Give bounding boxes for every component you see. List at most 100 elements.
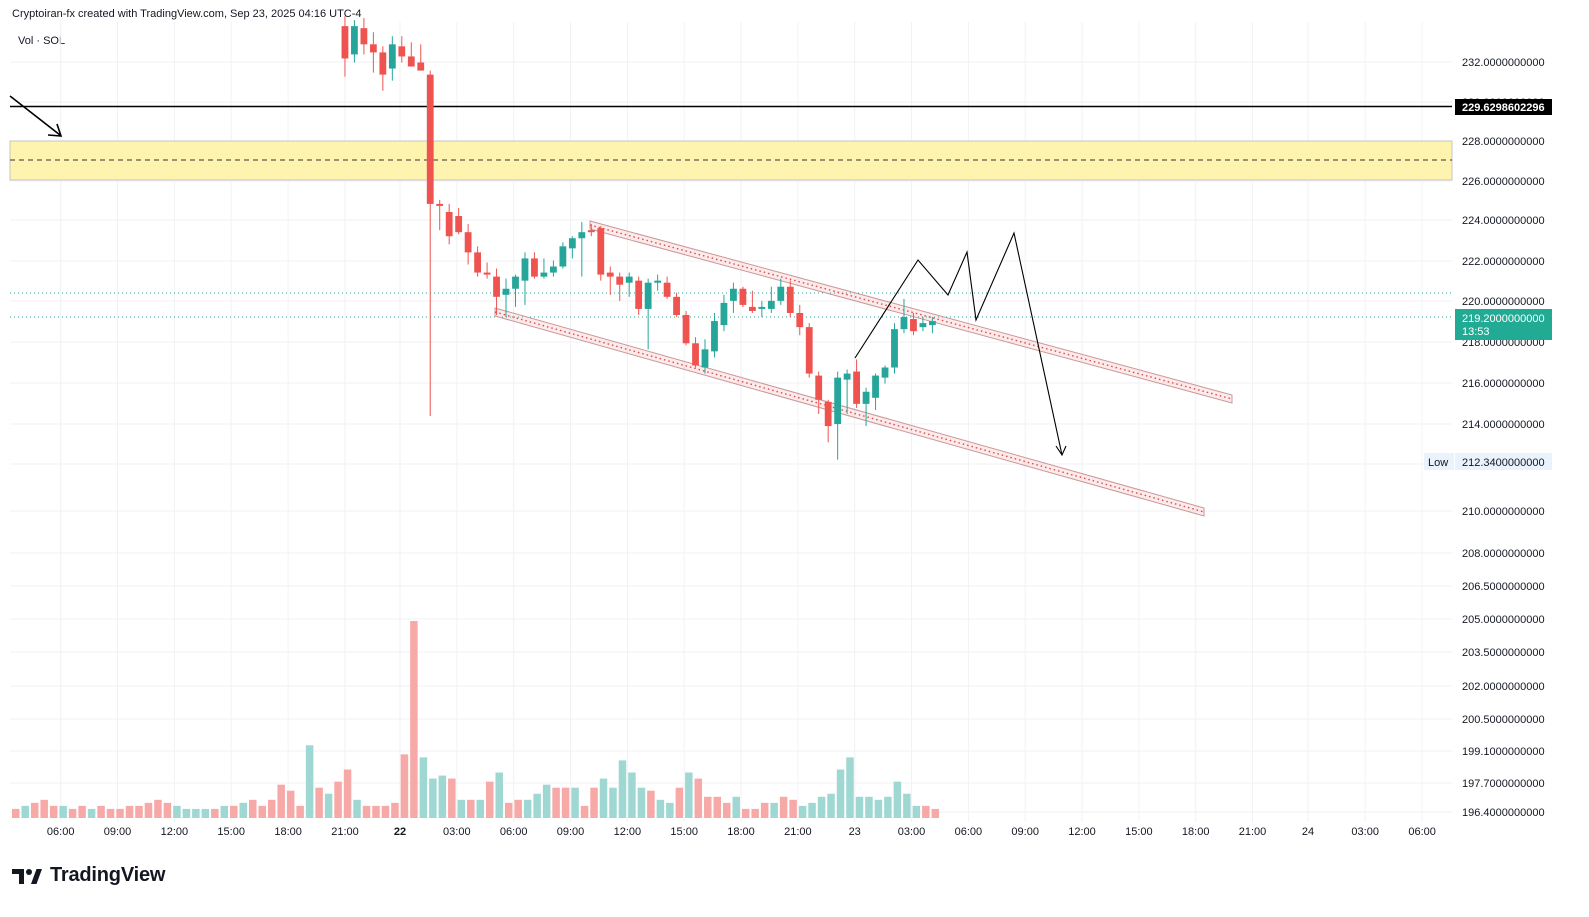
low-tag-bg <box>1424 453 1454 470</box>
volume-bar <box>637 787 646 818</box>
volume-bar <box>751 808 759 818</box>
volume-bar <box>30 802 39 818</box>
price-tick-label: 214.0000000000 <box>1462 419 1545 431</box>
volume-bar <box>855 796 864 818</box>
candle-body <box>767 300 775 309</box>
volume-bar <box>504 802 513 818</box>
volume-bar <box>429 778 437 818</box>
volume-bar <box>21 805 29 818</box>
volume-bar <box>182 808 191 818</box>
volume-bar <box>931 808 940 818</box>
volume-bar <box>514 799 522 818</box>
price-tick-label: 196.4000000000 <box>1462 807 1545 819</box>
current-price-label: 219.2000000000 <box>1462 313 1545 325</box>
candle-body <box>834 377 842 425</box>
candle-body <box>606 272 614 277</box>
time-tick-label: 06:00 <box>1408 826 1436 838</box>
time-tick-label: 21:00 <box>784 826 812 838</box>
time-tick-label: 15:00 <box>670 826 698 838</box>
candle-body <box>663 282 671 297</box>
volume-bar <box>438 775 447 818</box>
tradingview-branding[interactable]: TradingView <box>12 864 165 887</box>
candle-body <box>587 230 595 233</box>
volume-bar <box>277 784 285 818</box>
channel-lower-band-area <box>494 307 1205 517</box>
time-axis: 06:00 09:00 12:00 15:00 18:00 21:00 22 03:00 06:… <box>47 826 1436 838</box>
volume-bar <box>391 802 399 818</box>
candle-body <box>474 252 481 273</box>
candle-body <box>625 276 633 283</box>
volume-bar <box>476 799 485 818</box>
volume-bar <box>173 805 181 818</box>
candle-body <box>550 266 557 273</box>
time-tick-label: 09:00 <box>557 826 585 838</box>
time-tick-label: 12:00 <box>161 826 189 838</box>
low-tag-label: Low <box>1428 457 1448 469</box>
volume-bar <box>523 799 532 818</box>
candle-body <box>407 56 415 67</box>
volume-bar <box>599 778 608 818</box>
volume-bar <box>372 805 380 818</box>
candle-body <box>635 280 643 309</box>
time-tick-label: 03:00 <box>898 826 926 838</box>
price-tick-label: 208.0000000000 <box>1462 548 1545 560</box>
tradingview-brand-text: TradingView <box>50 864 166 886</box>
volume-bar <box>694 778 703 818</box>
candle-body <box>493 276 500 297</box>
volume-bar <box>116 808 124 818</box>
candle-body <box>843 373 851 380</box>
volume-bar <box>78 805 86 818</box>
volume-bar <box>486 781 494 818</box>
price-tick-label: 206.5000000000 <box>1462 581 1545 593</box>
volume-bar <box>723 802 731 818</box>
candle-body <box>654 280 662 283</box>
candle-body <box>597 228 605 275</box>
volume-bar <box>59 805 67 818</box>
volume-bar <box>609 787 617 818</box>
candle-body <box>531 258 538 277</box>
time-tick-label: 23 <box>849 826 861 838</box>
volume-bar <box>922 805 930 818</box>
candle-body <box>720 302 728 326</box>
chart-grid <box>10 22 1452 822</box>
time-tick-label: 18:00 <box>274 826 302 838</box>
volume-bar <box>903 793 911 818</box>
candle-body <box>540 272 548 277</box>
candle-body <box>824 401 832 427</box>
candle-body <box>417 62 425 71</box>
time-tick-label: 24 <box>1302 826 1314 838</box>
volume-bar <box>296 805 304 818</box>
candle-body <box>739 288 747 305</box>
volume-bar <box>884 796 892 818</box>
candle-body <box>692 343 699 366</box>
volume-bar <box>220 805 229 818</box>
price-tick-label: 200.5000000000 <box>1462 714 1545 726</box>
time-tick-label: 06:00 <box>955 826 983 838</box>
candle-body <box>351 26 358 55</box>
candle-body <box>398 46 406 57</box>
time-tick-label: 12:00 <box>614 826 642 838</box>
price-axis: 232.0000000000230.0000000000228.00000000… <box>1462 57 1545 819</box>
volume-bar <box>201 808 210 818</box>
low-value-label: 212.3400000000 <box>1462 457 1545 469</box>
candle-body <box>360 28 368 45</box>
volume-bar <box>817 796 826 818</box>
volume-bar <box>258 805 266 818</box>
channel-lower-band-midline <box>494 311 1205 513</box>
candle-body <box>455 216 463 233</box>
volume-bar <box>362 805 371 818</box>
price-tick-label: 202.0000000000 <box>1462 681 1545 693</box>
time-tick-label: 09:00 <box>1011 826 1039 838</box>
volume-bar <box>97 805 105 818</box>
volume-bar <box>580 805 589 818</box>
volume-bar <box>713 796 722 818</box>
volume-bar <box>561 787 570 818</box>
volume-bar <box>324 793 333 818</box>
time-tick-label: 18:00 <box>727 826 755 838</box>
candle-body <box>853 371 860 404</box>
candle-body <box>616 276 624 285</box>
volume-bar <box>846 757 854 818</box>
volume-bar <box>628 772 636 818</box>
low-value-bg <box>1455 453 1552 470</box>
